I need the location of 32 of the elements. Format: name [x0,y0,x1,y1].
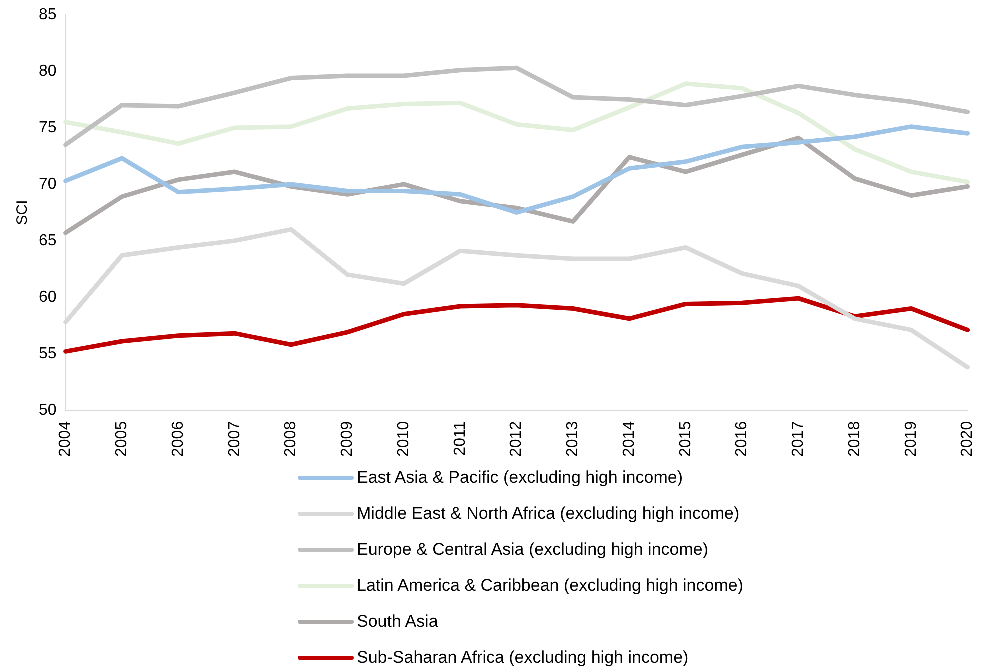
x-tick-label: 2004 [57,421,74,457]
x-tick-label: 2020 [959,421,976,457]
y-tick-label: 85 [39,6,57,24]
x-tick-label: 2008 [282,421,300,457]
x-tick-label: 2015 [677,421,694,457]
y-tick-label: 55 [39,345,57,362]
legend-label: South Asia [357,612,438,632]
legend-label: Middle East & North Africa (excluding high income) [357,504,740,524]
y-tick-label: 80 [39,62,57,80]
y-tick-label: 50 [39,402,57,419]
x-tick-label: 2006 [170,421,187,457]
y-axis-title: SCI [14,200,32,226]
x-tick-label: 2019 [902,421,920,457]
legend-label: East Asia & Pacific (excluding high income) [357,468,683,488]
x-tick-label: 2007 [226,421,244,457]
x-tick-label: 2013 [564,421,582,457]
x-tick-label: 2018 [846,421,864,457]
y-tick-label: 70 [39,176,57,193]
y-tick-label: 65 [39,232,57,250]
legend-label: Sub-Saharan Africa (excluding high income) [357,648,689,668]
x-tick-label: 2005 [114,421,131,457]
x-tick-label: 2010 [395,421,412,457]
legend-label: Latin America & Caribbean (excluding high income) [357,576,744,596]
x-tick-label: 2017 [790,421,808,457]
x-tick-label: 2011 [452,421,469,456]
y-tick-label: 75 [39,119,57,136]
x-tick-label: 2012 [508,421,526,457]
y-tick-label: 60 [39,288,57,306]
x-tick-label: 2009 [339,421,356,457]
x-tick-label: 2014 [620,421,638,457]
legend-label: Europe & Central Asia (excluding high income) [357,540,709,560]
x-tick-label: 2016 [734,421,751,457]
